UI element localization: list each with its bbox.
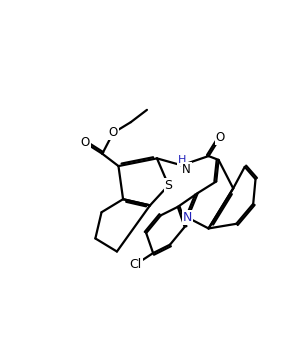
Text: Cl: Cl (129, 258, 142, 271)
Text: O: O (81, 137, 90, 149)
Text: H: H (177, 155, 186, 165)
Text: O: O (109, 126, 118, 140)
Text: N: N (182, 163, 191, 176)
Text: O: O (215, 131, 225, 144)
Text: S: S (165, 179, 173, 192)
Text: N: N (183, 211, 192, 224)
